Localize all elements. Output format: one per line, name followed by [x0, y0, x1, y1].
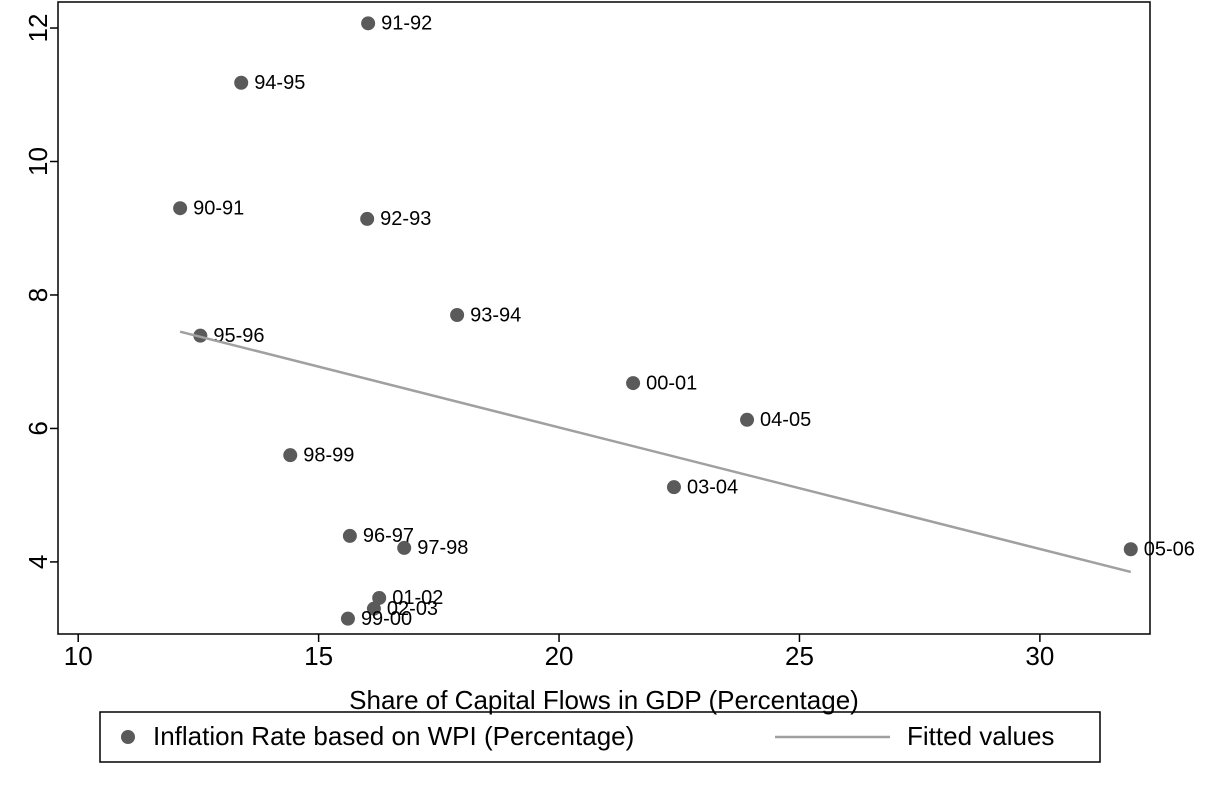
x-tick-label: 20: [545, 641, 574, 671]
point-label: 95-96: [213, 325, 264, 347]
point: [1123, 542, 1138, 557]
point-label: 01-02: [392, 587, 443, 609]
point-label: 91-92: [381, 13, 432, 35]
y-tick-label: 12: [23, 14, 53, 43]
point: [740, 412, 755, 427]
plot-frame: [57, 1, 1151, 635]
legend-label: Fitted values: [907, 721, 1054, 751]
point: [360, 211, 375, 226]
x-axis-title: Share of Capital Flows in GDP (Percentag…: [349, 685, 859, 715]
point-label: 02-03: [387, 598, 438, 620]
point-label: 93-94: [470, 304, 521, 326]
point: [366, 601, 381, 616]
point: [450, 307, 465, 322]
point: [626, 376, 641, 391]
point-label: 94-95: [254, 72, 305, 94]
point-label: 98-99: [303, 444, 354, 466]
point-label: 03-04: [687, 476, 738, 498]
y-tick-label: 10: [23, 147, 53, 176]
point: [173, 201, 188, 216]
legend-label: Inflation Rate based on WPI (Percentage): [153, 721, 634, 751]
legend-box: [99, 711, 1101, 763]
legend-marker: [121, 730, 135, 744]
point-label: 00-01: [646, 372, 697, 394]
point-label: 97-98: [417, 537, 468, 559]
point-label: 90-91: [193, 197, 244, 219]
point: [361, 16, 376, 31]
x-tick-label: 15: [304, 641, 333, 671]
point: [340, 611, 355, 626]
point-label: 92-93: [380, 208, 431, 230]
y-tick-label: 6: [23, 421, 53, 435]
y-tick-label: 8: [23, 288, 53, 302]
point-label: 04-05: [760, 409, 811, 431]
point: [372, 590, 387, 605]
fitted-line: [179, 330, 1132, 574]
x-tick-label: 30: [1025, 641, 1054, 671]
x-tick-label: 25: [785, 641, 814, 671]
x-tick-label: 10: [64, 641, 93, 671]
y-tick-label: 4: [23, 555, 53, 569]
point-label: 99-00: [361, 608, 412, 630]
point-label: 05-06: [1144, 539, 1195, 561]
point: [234, 75, 249, 90]
point: [342, 528, 357, 543]
point: [283, 448, 298, 463]
point: [666, 480, 681, 495]
point: [397, 540, 412, 555]
